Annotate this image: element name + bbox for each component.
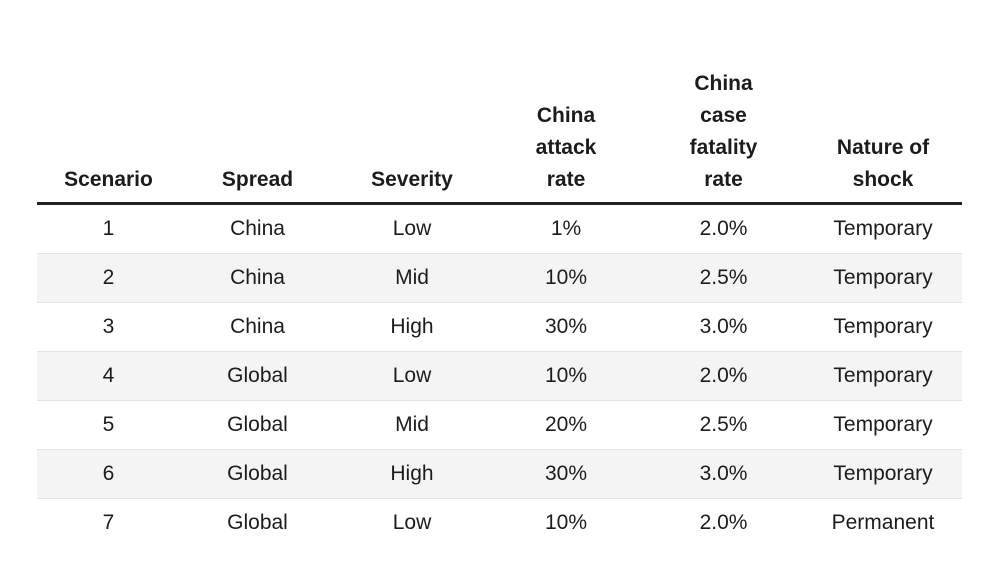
cell-fatality-rate: 2.0% (699, 511, 748, 534)
cell-spread: Global (180, 449, 335, 499)
cell-severity: Low (392, 511, 432, 534)
cell-spread: Global (227, 413, 288, 436)
cell-nature-of-shock: Temporary (833, 217, 933, 240)
cell-severity: Low (335, 351, 489, 401)
cell-nature-of-shock: Temporary (804, 253, 962, 303)
cell-fatality-rate: 3.0% (699, 315, 748, 338)
cell-spread: Global (180, 351, 335, 401)
cell-scenario: 2 (37, 253, 180, 303)
cell-attack-rate: 30% (544, 315, 588, 338)
cell-attack-rate: 30% (489, 449, 643, 499)
cell-severity: High (390, 315, 434, 338)
cell-scenario: 3 (102, 315, 115, 338)
cell-attack-rate: 1% (550, 217, 582, 240)
cell-attack-rate: 10% (544, 511, 588, 534)
cell-nature-of-shock: Temporary (804, 449, 962, 499)
cell-nature-of-shock: Permanent (831, 511, 935, 534)
table-row: 7 Global Low 10% 2.0% Permanent (37, 499, 962, 548)
cell-scenario: 6 (37, 449, 180, 499)
cell-scenario: 5 (102, 413, 115, 436)
cell-nature-of-shock: Temporary (804, 351, 962, 401)
cell-fatality-rate: 2.0% (699, 217, 748, 240)
table-row: 4 Global Low 10% 2.0% Temporary (37, 351, 962, 401)
cell-nature-of-shock: Temporary (833, 315, 933, 338)
table-row: 2 China Mid 10% 2.5% Temporary (37, 253, 962, 303)
column-header-china-attack-rate: China attack rate (489, 68, 643, 205)
column-header-severity: Severity (335, 68, 489, 205)
table-row: 1 China Low 1% 2.0% Temporary (37, 204, 962, 254)
column-header-china-case-fatality-rate: China case fatality rate (643, 68, 804, 205)
cell-spread: Global (227, 511, 288, 534)
cell-severity: Mid (395, 413, 429, 436)
header-row: Scenario Spread Severity China attack ra… (37, 68, 962, 205)
cell-severity: High (335, 449, 489, 499)
scenario-table-container: Scenario Spread Severity China attack ra… (37, 68, 962, 547)
column-header-scenario: Scenario (37, 68, 180, 205)
cell-scenario: 7 (102, 511, 115, 534)
column-header-nature-of-shock: Nature of shock (804, 68, 962, 205)
cell-severity: Mid (335, 253, 489, 303)
table-row: 6 Global High 30% 3.0% Temporary (37, 449, 962, 499)
cell-spread: China (230, 217, 285, 240)
table-row: 3 China High 30% 3.0% Temporary (37, 303, 962, 352)
cell-fatality-rate: 3.0% (643, 449, 804, 499)
cell-severity: Low (392, 217, 432, 240)
cell-scenario: 4 (37, 351, 180, 401)
cell-nature-of-shock: Temporary (833, 413, 933, 436)
table-body: 1 China Low 1% 2.0% Temporary 2 China Mi… (37, 204, 962, 548)
cell-scenario: 1 (102, 217, 115, 240)
cell-spread: China (230, 315, 285, 338)
scenarios-table: Scenario Spread Severity China attack ra… (37, 68, 962, 547)
table-row: 5 Global Mid 20% 2.5% Temporary (37, 401, 962, 450)
cell-fatality-rate: 2.5% (699, 413, 748, 436)
cell-fatality-rate: 2.0% (643, 351, 804, 401)
column-header-spread: Spread (180, 68, 335, 205)
table-header: Scenario Spread Severity China attack ra… (37, 68, 962, 205)
cell-fatality-rate: 2.5% (643, 253, 804, 303)
cell-attack-rate: 20% (544, 413, 588, 436)
cell-spread: China (180, 253, 335, 303)
cell-attack-rate: 10% (489, 253, 643, 303)
cell-attack-rate: 10% (489, 351, 643, 401)
